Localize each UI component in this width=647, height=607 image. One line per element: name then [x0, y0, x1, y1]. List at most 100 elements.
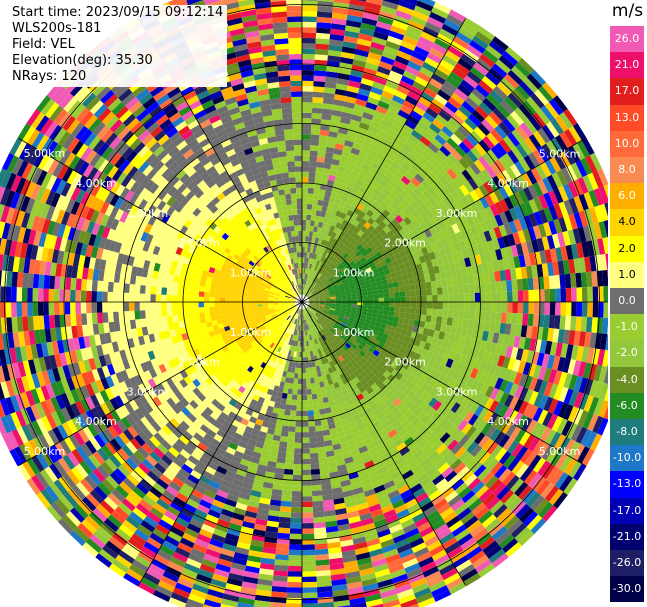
velocity-gate — [310, 275, 314, 281]
velocity-gate — [570, 316, 577, 331]
velocity-gate — [165, 421, 176, 432]
velocity-gate — [332, 203, 340, 211]
velocity-gate — [341, 484, 353, 493]
velocity-gate — [344, 185, 353, 193]
velocity-gate — [193, 578, 211, 589]
velocity-gate — [324, 212, 331, 219]
velocity-gate — [199, 475, 212, 485]
velocity-gate — [250, 368, 258, 376]
velocity-gate — [275, 327, 281, 333]
velocity-gate — [314, 297, 320, 300]
velocity-gate — [146, 424, 158, 436]
velocity-gate — [328, 44, 343, 52]
velocity-gate — [217, 374, 225, 383]
velocity-gate — [209, 538, 224, 549]
velocity-gate — [407, 181, 417, 191]
velocity-gate — [419, 276, 426, 284]
velocity-gate — [400, 40, 416, 51]
velocity-gate — [466, 266, 473, 276]
velocity-gate — [448, 243, 457, 254]
velocity-gate — [261, 343, 268, 350]
velocity-gate — [321, 424, 330, 431]
velocity-gate — [228, 442, 239, 451]
velocity-gate — [147, 388, 157, 400]
velocity-gate — [318, 403, 325, 410]
velocity-gate — [350, 408, 359, 417]
velocity-gate — [416, 551, 432, 563]
velocity-gate — [181, 463, 194, 475]
velocity-gate — [534, 251, 542, 265]
velocity-gate — [532, 407, 544, 422]
velocity-gate — [302, 59, 315, 65]
velocity-gate — [312, 199, 319, 205]
velocity-gate — [340, 230, 347, 238]
velocity-gate — [461, 248, 470, 259]
velocity-gate — [262, 375, 269, 382]
velocity-gate — [465, 216, 475, 228]
velocity-gate — [525, 325, 533, 339]
velocity-gate — [575, 160, 588, 178]
velocity-gate — [422, 268, 430, 276]
velocity-gate — [288, 339, 292, 346]
velocity-gate — [398, 228, 407, 237]
velocity-gate — [329, 249, 336, 256]
velocity-gate — [323, 434, 332, 442]
velocity-gate — [432, 233, 441, 243]
velocity-gate — [533, 392, 544, 408]
velocity-gate — [298, 314, 300, 320]
velocity-gate — [598, 221, 608, 239]
velocity-gate — [254, 518, 268, 526]
velocity-gate — [360, 145, 371, 154]
velocity-gate — [546, 354, 556, 369]
velocity-gate — [220, 548, 235, 558]
velocity-gate — [532, 314, 540, 327]
velocity-gate — [289, 322, 293, 329]
velocity-gate — [344, 202, 352, 210]
velocity-gate — [538, 85, 554, 102]
velocity-gate — [455, 268, 463, 278]
velocity-gate — [377, 244, 385, 252]
velocity-gate — [248, 495, 261, 503]
velocity-gate — [137, 581, 156, 595]
velocity-gate — [335, 240, 341, 247]
velocity-gate — [487, 352, 496, 364]
velocity-gate — [295, 416, 302, 422]
velocity-gate — [92, 468, 106, 483]
velocity-gate — [425, 350, 434, 360]
velocity-gate — [532, 149, 545, 165]
velocity-gate — [307, 405, 314, 411]
velocity-gate — [183, 416, 194, 427]
velocity-gate — [368, 324, 375, 330]
velocity-gate — [302, 112, 312, 119]
velocity-gate — [127, 537, 144, 551]
velocity-gate — [325, 282, 331, 287]
velocity-gate — [398, 280, 405, 287]
velocity-gate — [170, 350, 179, 360]
velocity-gate — [208, 480, 221, 490]
velocity-gate — [555, 452, 568, 470]
velocity-gate — [218, 359, 226, 368]
velocity-gate — [105, 412, 117, 426]
velocity-gate — [334, 252, 341, 259]
velocity-gate — [438, 373, 447, 384]
velocity-gate — [351, 481, 363, 490]
velocity-gate — [324, 157, 333, 165]
velocity-gate — [352, 377, 360, 385]
velocity-gate — [311, 484, 322, 491]
velocity-gate — [109, 438, 122, 452]
velocity-gate — [188, 493, 202, 504]
velocity-gate — [117, 448, 130, 461]
velocity-gate — [372, 513, 386, 523]
velocity-gate — [296, 313, 299, 320]
velocity-gate — [362, 305, 368, 309]
velocity-gate — [362, 325, 369, 331]
velocity-gate — [322, 200, 329, 208]
velocity-gate — [173, 357, 182, 366]
velocity-gate — [255, 318, 262, 323]
velocity-gate — [320, 211, 326, 218]
velocity-gate — [50, 411, 62, 427]
velocity-gate — [495, 530, 511, 545]
velocity-gate — [241, 381, 249, 389]
velocity-gate — [224, 339, 231, 346]
velocity-gate — [548, 190, 559, 206]
